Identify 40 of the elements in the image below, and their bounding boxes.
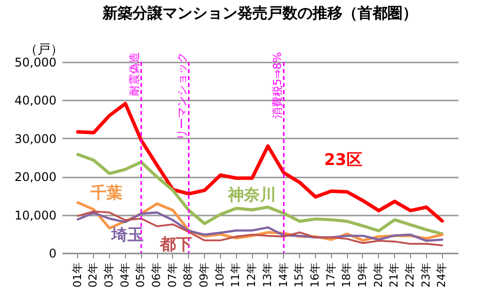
x-tick-label: 08年 (182, 262, 195, 288)
ref-line-label: 消費税5⇒8% (270, 52, 284, 119)
x-tick-label: 06年 (150, 262, 164, 288)
y-tick-label: 0 (48, 246, 56, 260)
series-label: 23区 (324, 150, 362, 170)
y-tick-label: 30,000 (14, 132, 56, 146)
x-tick-label: 10年 (213, 262, 226, 288)
ref-line-label: 耐震偽造 (128, 52, 142, 96)
x-tick-label: 01年 (70, 262, 84, 288)
y-tick-label: 10,000 (14, 208, 56, 222)
x-tick-label: 16年 (308, 262, 322, 288)
x-tick-label: 04年 (118, 262, 132, 288)
series-label: 神奈川 (227, 184, 276, 204)
x-tick-label: 15年 (292, 262, 306, 288)
y-tick-label: 50,000 (14, 56, 56, 70)
x-tick-label: 18年 (340, 262, 354, 288)
x-tick-label: 24年 (435, 262, 448, 288)
x-tick-label: 14年 (276, 262, 290, 288)
x-tick-label: 22年 (403, 262, 416, 288)
x-tick-label: 02年 (86, 262, 100, 288)
x-tick-label: 23年 (419, 262, 432, 288)
x-tick-label: 21年 (388, 262, 401, 288)
x-tick-label: 13年 (260, 262, 274, 288)
y-tick-label: 40,000 (14, 94, 56, 108)
x-tick-label: 17年 (324, 262, 338, 288)
y-tick-label: 20,000 (14, 170, 56, 184)
series-label: 埼玉 (110, 225, 144, 244)
x-tick-label: 03年 (102, 262, 116, 288)
x-tick-label: 11年 (229, 262, 242, 288)
x-tick-label: 07年 (166, 262, 179, 288)
x-tick-label: 09年 (198, 262, 211, 288)
series-label: 都下 (158, 234, 192, 254)
x-tick-label: 05年 (134, 262, 148, 288)
x-tick-label: 12年 (245, 262, 258, 288)
x-tick-label: 20年 (372, 262, 385, 288)
y-axis-title: （戸） (24, 42, 64, 58)
x-tick-label: 19年 (356, 262, 369, 288)
series-label: 千葉 (90, 183, 123, 202)
chart-title: 新築分譲マンション発売戸数の推移（首都圏） (102, 4, 418, 22)
ref-line-label: リーマンショック (176, 52, 189, 140)
